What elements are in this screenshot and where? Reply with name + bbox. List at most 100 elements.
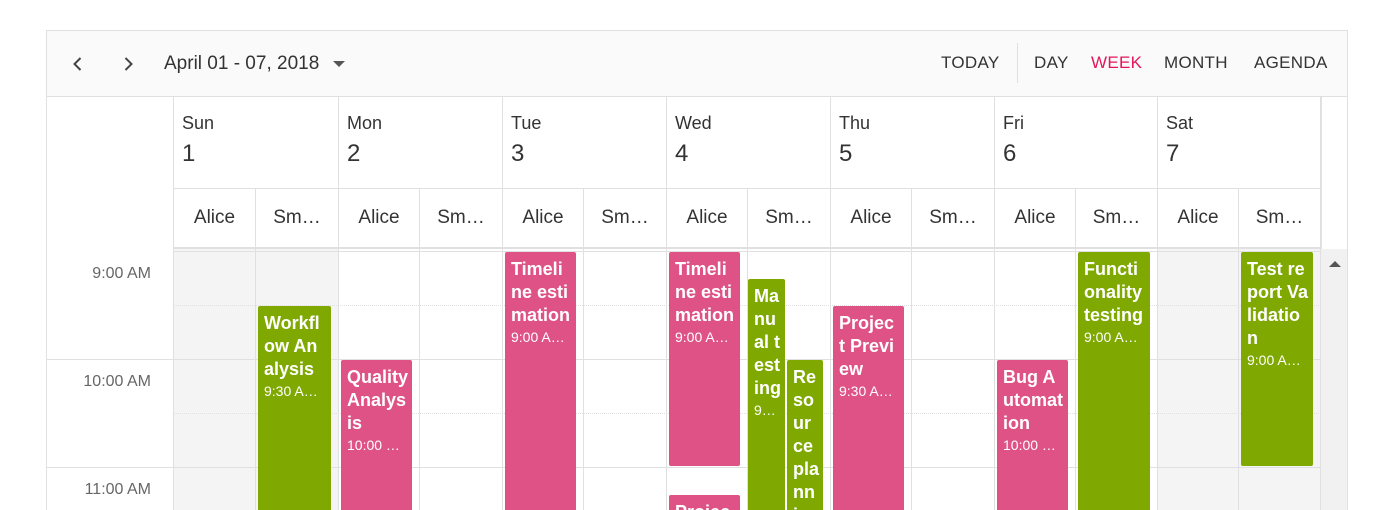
- column-line: [1157, 249, 1158, 510]
- day-number[interactable]: 3: [511, 140, 525, 167]
- day-header-thu[interactable]: Thu 5: [831, 97, 995, 189]
- resource-header-alice: Alice: [1158, 189, 1239, 249]
- chevron-left-icon: [73, 57, 82, 71]
- day-header-tue[interactable]: Tue 3: [503, 97, 667, 189]
- day-name: Wed: [675, 113, 712, 133]
- appointment-workflow-analysis[interactable]: Workflow Analysis 9:30 A…: [258, 306, 331, 510]
- next-button[interactable]: [115, 51, 141, 77]
- day-number[interactable]: 7: [1166, 140, 1180, 167]
- resource-header-smith: Sm…: [1076, 189, 1158, 249]
- column-line: [255, 249, 256, 510]
- agenda-view-button[interactable]: AGENDA: [1254, 53, 1328, 72]
- date-range-label: April 01 - 07, 2018: [164, 53, 320, 74]
- appointment-subject: Workflow Analysis: [264, 313, 320, 379]
- column-line: [1320, 249, 1321, 510]
- toolbar-separator: [1017, 43, 1018, 83]
- month-view-button[interactable]: MONTH: [1164, 53, 1228, 72]
- day-header-fri[interactable]: Fri 6: [995, 97, 1158, 189]
- resource-header-alice: Alice: [995, 189, 1076, 249]
- column-line: [502, 249, 503, 510]
- resource-header-smith: Sm…: [256, 189, 339, 249]
- appointment-subject: Test report Validation: [1247, 259, 1309, 348]
- appointment-subject: Manual testing: [754, 286, 781, 398]
- day-number[interactable]: 4: [675, 140, 689, 167]
- column-line: [747, 249, 748, 510]
- appointment-timeline-estimation[interactable]: Timeline estimation 9:00 A…: [669, 252, 740, 466]
- day-name: Mon: [347, 113, 383, 133]
- appointment-time: 9:00 A…: [511, 329, 565, 345]
- appointment-quality-analysis[interactable]: Quality Analysis 10:00 …: [341, 360, 412, 510]
- appointment-project-preview[interactable]: Project Preview 9:30 A…: [833, 306, 904, 510]
- resource-header-smith: Sm…: [912, 189, 995, 249]
- day-number[interactable]: 2: [347, 140, 361, 167]
- time-column: 9:00 AM 10:00 AM 11:00 AM: [47, 249, 174, 510]
- work-cells-grid[interactable]: Workflow Analysis 9:30 A… Quality Analysis…: [174, 249, 1321, 510]
- appointment-projec[interactable]: Projec: [669, 495, 740, 510]
- appointment-time: 9:00 A…: [1084, 329, 1138, 345]
- day-name: Thu: [839, 113, 871, 133]
- day-header-mon[interactable]: Mon 2: [339, 97, 503, 189]
- appointment-timeline-estimation[interactable]: Timeline estimation 9:00 A…: [505, 252, 576, 510]
- resource-header-smith: Sm…: [584, 189, 667, 249]
- day-view-button[interactable]: DAY: [1034, 53, 1069, 72]
- appointment-subject: Project Preview: [839, 313, 895, 379]
- scroll-up-arrow-icon[interactable]: [1329, 261, 1341, 267]
- vertical-scrollbar[interactable]: [1321, 249, 1347, 510]
- resource-header-alice: Alice: [174, 189, 256, 249]
- time-label: 9:00 AM: [92, 265, 151, 282]
- appointment-time: 9:30 A…: [264, 383, 318, 399]
- resource-header-alice: Alice: [339, 189, 420, 249]
- week-view-button[interactable]: WEEK: [1091, 53, 1143, 72]
- time-label: 11:00 AM: [84, 481, 151, 498]
- column-line: [1075, 249, 1076, 510]
- appointment-subject: Bug Automation: [1003, 367, 1063, 433]
- header-scroll-spacer: [1321, 97, 1347, 249]
- appointment-functionality-testing[interactable]: Functionality testing 9:00 A…: [1078, 252, 1150, 510]
- header-corner: [47, 97, 174, 249]
- appointment-time: 9…: [754, 402, 776, 418]
- today-button[interactable]: TODAY: [941, 53, 1000, 72]
- day-name: Sun: [182, 113, 215, 133]
- date-range-picker[interactable]: April 01 - 07, 2018: [164, 53, 346, 75]
- scheduler: April 01 - 07, 2018 TODAY DAY WEEK MONTH…: [46, 30, 1348, 510]
- appointment-time: 10:00 …: [347, 437, 400, 453]
- resource-header-alice: Alice: [503, 189, 584, 249]
- previous-button[interactable]: [65, 51, 91, 77]
- day-header-wed[interactable]: Wed 4: [667, 97, 831, 189]
- day-number[interactable]: 5: [839, 140, 853, 167]
- day-name: Sat: [1166, 113, 1194, 133]
- day-number[interactable]: 1: [182, 140, 196, 167]
- day-name: Tue: [511, 113, 542, 133]
- resource-header-smith: Sm…: [420, 189, 503, 249]
- appointment-time: 10:00 …: [1003, 437, 1056, 453]
- column-line: [911, 249, 912, 510]
- day-header-sat[interactable]: Sat 7: [1158, 97, 1321, 189]
- appointment-resource-planning[interactable]: Resource planning: [787, 360, 823, 510]
- appointment-manual-testing[interactable]: Manual testing 9…: [748, 279, 785, 510]
- appointment-bug-automation[interactable]: Bug Automation 10:00 …: [997, 360, 1068, 510]
- appointment-subject: Timeline estimation: [511, 259, 571, 325]
- time-divider: [47, 467, 174, 468]
- appointment-time: 9:30 A…: [839, 383, 893, 399]
- time-divider: [47, 359, 174, 360]
- resource-header-smith: Sm…: [748, 189, 831, 249]
- appointment-test-report-validation[interactable]: Test report Validation 9:00 A…: [1241, 252, 1313, 466]
- appointment-time: 9:00 A…: [1247, 352, 1301, 368]
- day-name: Fri: [1003, 113, 1024, 133]
- resource-header-smith: Sm…: [1239, 189, 1321, 249]
- toolbar: April 01 - 07, 2018 TODAY DAY WEEK MONTH…: [47, 31, 1347, 97]
- date-header: Sun 1 Alice Sm… Mon 2 Alice Sm… Tue 3 Alice Sm… Wed 4…: [47, 97, 1321, 249]
- column-line: [583, 249, 584, 510]
- schedule-body: 9:00 AM 10:00 AM 11:00 AM Workflow Analysi…: [47, 249, 1321, 510]
- chevron-right-icon: [124, 57, 133, 71]
- column-line: [994, 249, 995, 510]
- day-header-sun[interactable]: Sun 1: [174, 97, 339, 189]
- column-line: [1238, 249, 1239, 510]
- day-number[interactable]: 6: [1003, 140, 1017, 167]
- time-label: 10:00 AM: [83, 373, 151, 390]
- appointment-subject: Projec: [675, 501, 736, 510]
- appointment-subject: Quality Analysis: [347, 367, 409, 433]
- appointment-time: 9:00 A…: [675, 329, 729, 345]
- column-line: [419, 249, 420, 510]
- caret-down-icon: [333, 61, 346, 67]
